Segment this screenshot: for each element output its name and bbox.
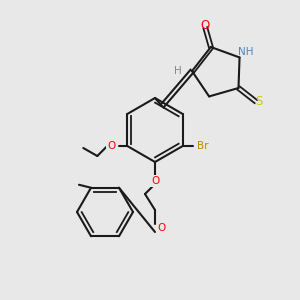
Text: O: O: [201, 19, 210, 32]
Text: H: H: [174, 66, 182, 76]
Text: Br: Br: [197, 141, 208, 151]
Text: S: S: [255, 95, 262, 108]
Text: O: O: [151, 176, 159, 186]
Text: O: O: [107, 141, 116, 151]
Text: NH: NH: [238, 47, 254, 57]
Text: O: O: [158, 223, 166, 233]
